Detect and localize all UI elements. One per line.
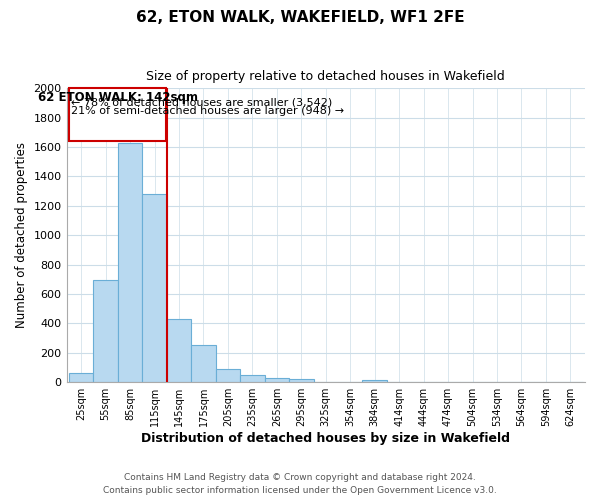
Text: 21% of semi-detached houses are larger (948) →: 21% of semi-detached houses are larger (… [71,106,344,116]
Text: 62 ETON WALK: 142sqm: 62 ETON WALK: 142sqm [38,92,198,104]
Bar [191,345,216,382]
Y-axis label: Number of detached properties: Number of detached properties [15,142,28,328]
Bar [69,372,94,382]
Bar [118,144,142,382]
Bar [167,319,191,382]
FancyBboxPatch shape [70,88,166,141]
Text: 62, ETON WALK, WAKEFIELD, WF1 2FE: 62, ETON WALK, WAKEFIELD, WF1 2FE [136,10,464,25]
Bar [289,379,314,382]
Text: Contains HM Land Registry data © Crown copyright and database right 2024.
Contai: Contains HM Land Registry data © Crown c… [103,474,497,495]
Bar [240,374,265,382]
Title: Size of property relative to detached houses in Wakefield: Size of property relative to detached ho… [146,70,505,83]
Bar [265,378,289,382]
Bar [142,194,167,382]
Bar [94,280,118,382]
Text: ← 78% of detached houses are smaller (3,542): ← 78% of detached houses are smaller (3,… [71,97,332,107]
X-axis label: Distribution of detached houses by size in Wakefield: Distribution of detached houses by size … [141,432,510,445]
Bar [216,369,240,382]
Bar [362,380,387,382]
